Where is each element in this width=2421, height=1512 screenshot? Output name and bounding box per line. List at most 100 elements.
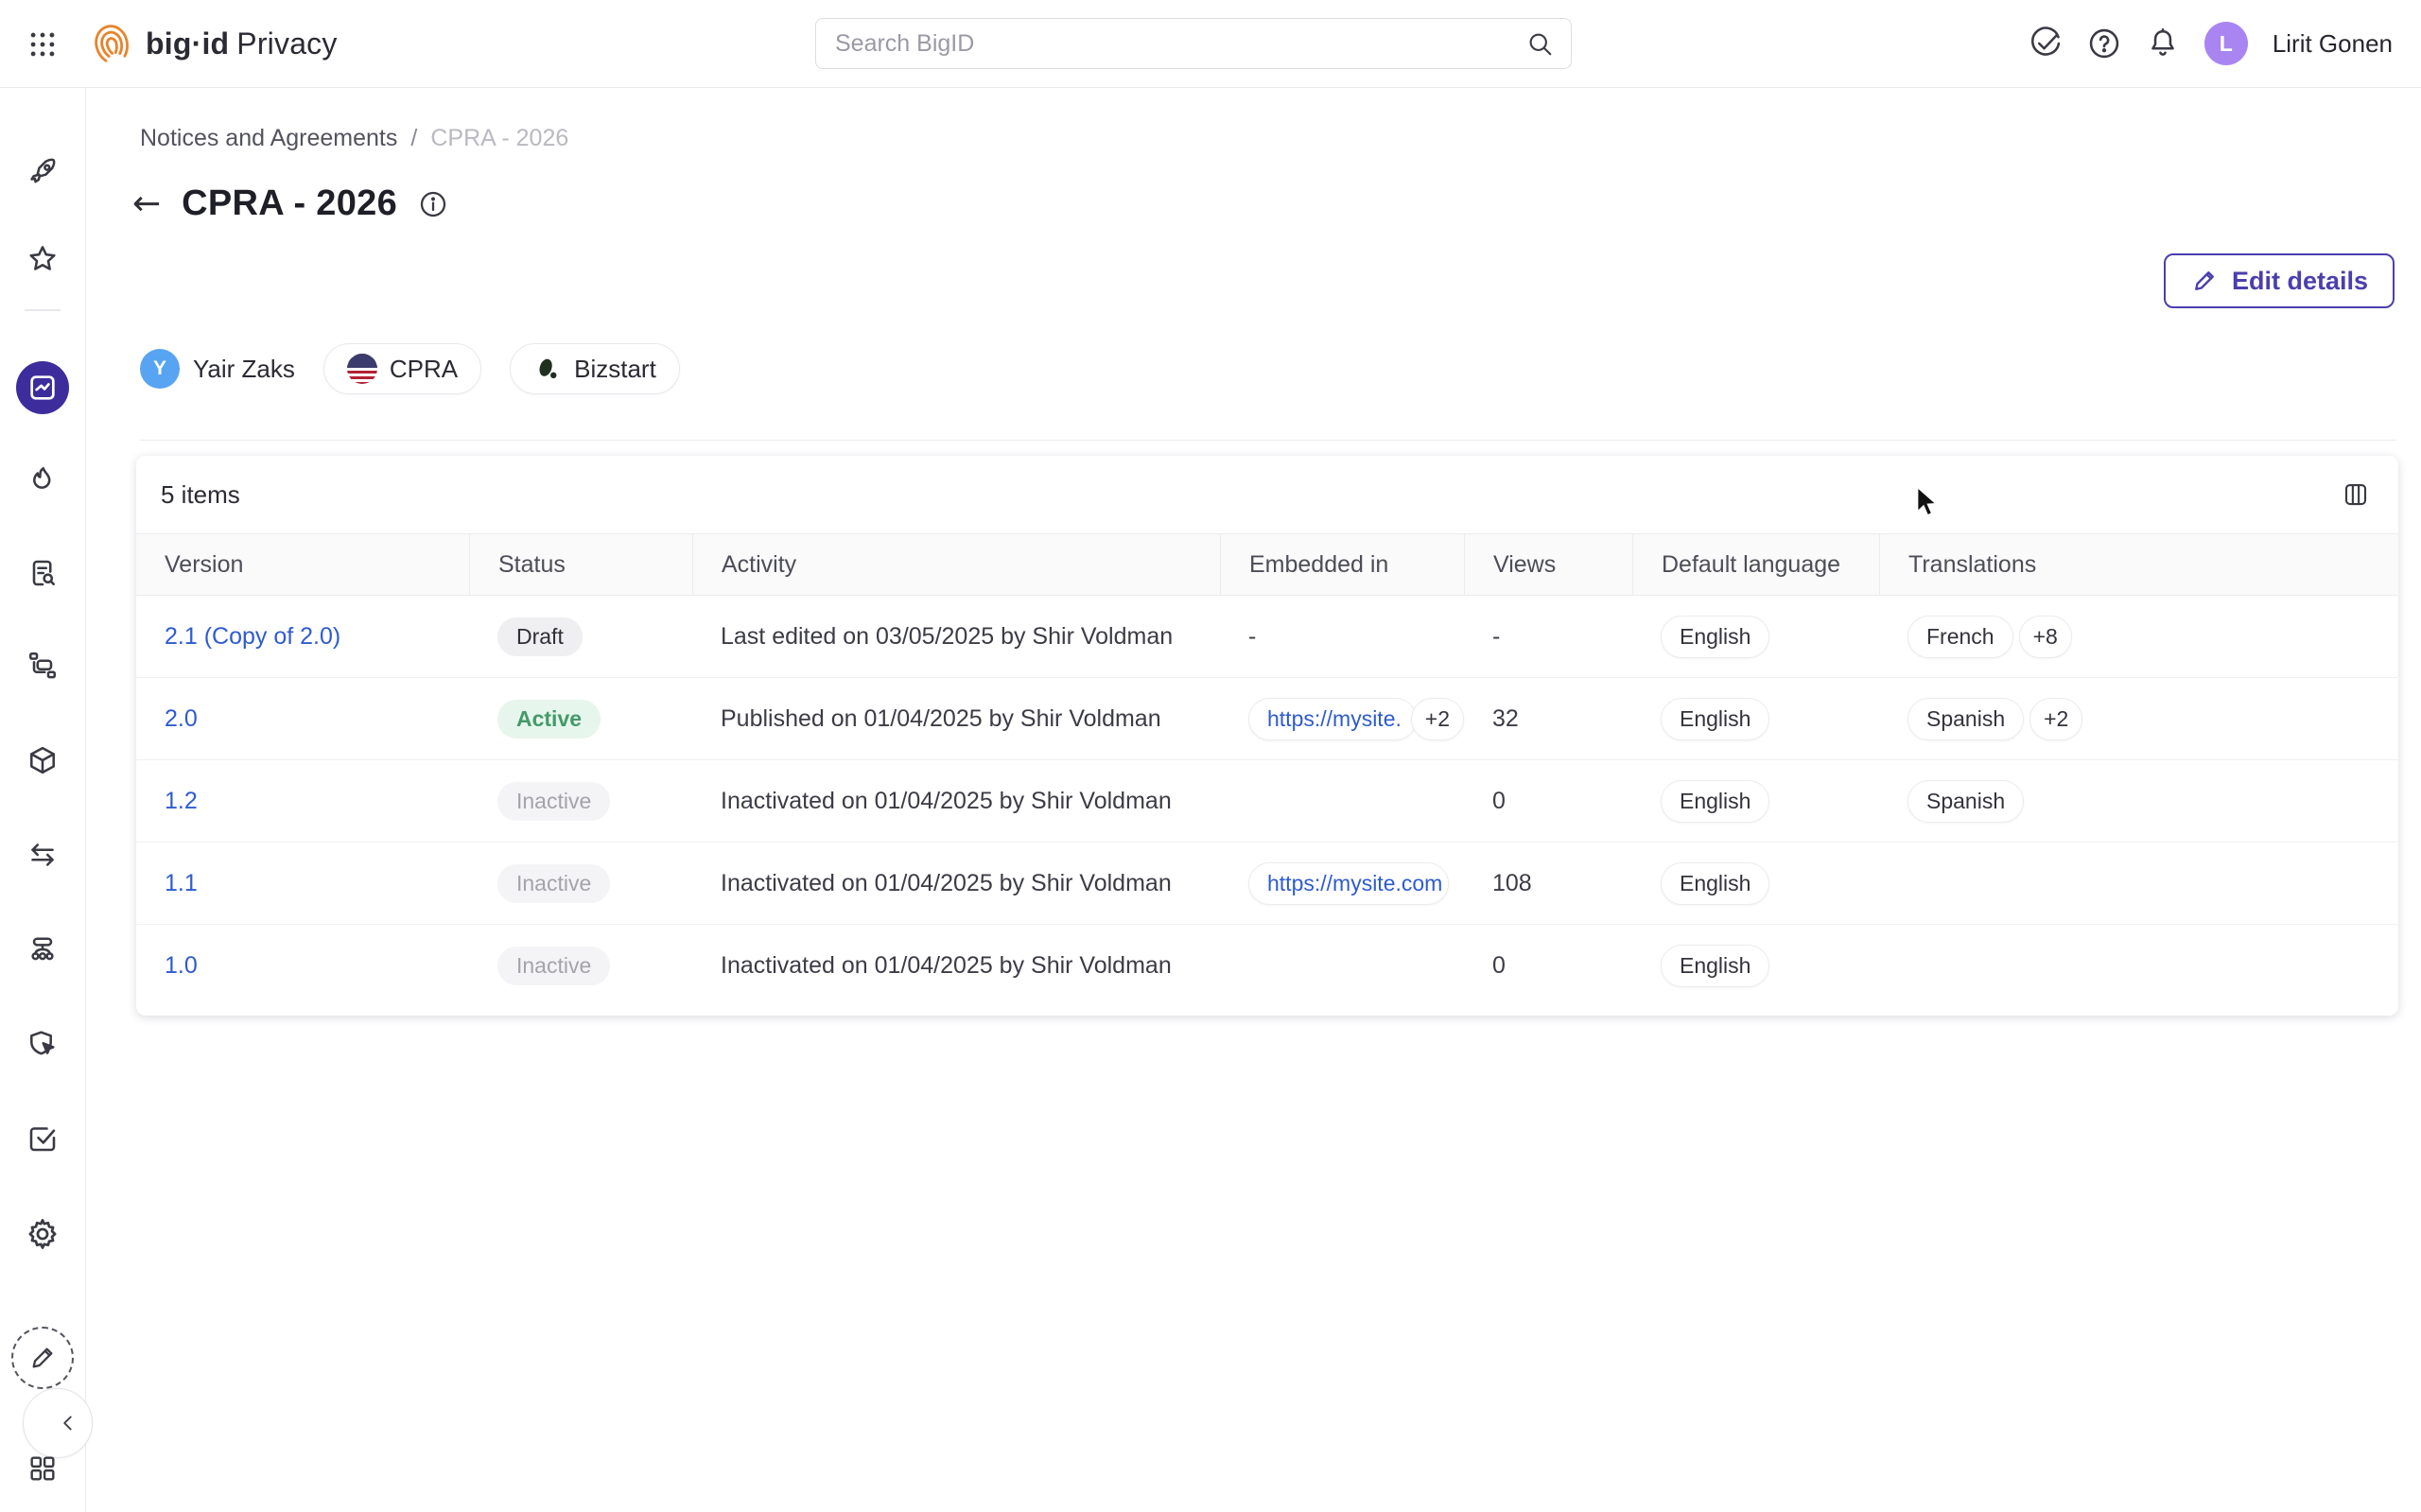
user-name[interactable]: Lirit Gonen (2272, 28, 2393, 58)
table-row[interactable]: 1.2 Inactive Inactivated on 01/04/2025 b… (136, 760, 2398, 843)
activity-text: Last edited on 03/05/2025 by Shir Voldma… (721, 622, 1174, 650)
version-link[interactable]: 2.1 (Copy of 2.0) (165, 622, 341, 650)
version-link[interactable]: 1.1 (165, 869, 198, 896)
brand-name: big·id Privacy (146, 26, 338, 61)
table-row[interactable]: 2.0 Active Published on 01/04/2025 by Sh… (136, 678, 2398, 760)
views-cell: - (1492, 622, 1501, 650)
hierarchy-icon[interactable] (26, 932, 60, 966)
translations-more-pill[interactable]: +2 (2029, 697, 2083, 740)
table-header: Version Status Activity Embedded in View… (136, 533, 2398, 596)
sidebar-divider (25, 309, 61, 311)
status-badge: Active (497, 699, 601, 739)
version-link[interactable]: 2.0 (165, 704, 198, 732)
settings-gear-icon[interactable] (25, 1216, 61, 1252)
breadcrumb-parent-link[interactable]: Notices and Agreements (140, 125, 398, 151)
data-map-icon[interactable] (26, 649, 60, 683)
chart-trend-icon (30, 375, 55, 400)
views-cell: 108 (1492, 869, 1532, 896)
section-divider (140, 440, 2396, 441)
embedded-url-pill[interactable]: https://mysite.com (1248, 861, 1449, 905)
embedded-more-pill[interactable]: +2 (1410, 697, 1464, 740)
breadcrumb-separator: / (410, 125, 418, 151)
table-row[interactable]: 1.1 Inactive Inactivated on 01/04/2025 b… (136, 843, 2398, 925)
sidebar-item-privacy-portal-selected[interactable] (16, 361, 69, 414)
version-link[interactable]: 1.2 (165, 787, 198, 814)
col-header-activity: Activity (692, 534, 1220, 595)
flame-icon[interactable] (26, 463, 60, 497)
owner-name: Yair Zaks (193, 354, 295, 383)
mouse-cursor (1916, 486, 1938, 516)
help-icon[interactable] (2087, 26, 2121, 61)
rocket-icon[interactable] (26, 155, 60, 189)
user-avatar[interactable]: L (2203, 22, 2248, 65)
apps-grid-icon[interactable] (26, 1452, 59, 1485)
column-settings-button[interactable] (2338, 477, 2374, 513)
translation-pill: Spanish (1907, 779, 2025, 823)
columns-icon (2344, 483, 2367, 506)
edit-details-button[interactable]: Edit details (2163, 253, 2395, 308)
table-row[interactable]: 2.1 (Copy of 2.0) Draft Last edited on 0… (136, 596, 2398, 678)
language-pill: English (1661, 779, 1770, 823)
col-header-embedded: Embedded in (1220, 534, 1464, 595)
app-switcher-icon[interactable] (26, 28, 59, 61)
version-link[interactable]: 1.0 (165, 951, 198, 979)
language-pill: English (1661, 697, 1770, 740)
shield-cursor-icon[interactable] (26, 1027, 60, 1061)
search-icon[interactable] (1525, 29, 1554, 58)
status-badge: Inactive (497, 863, 611, 903)
back-button[interactable]: ← (132, 183, 162, 223)
col-header-views: Views (1464, 534, 1632, 595)
sidebar-nav (0, 87, 93, 1512)
chevron-left-icon (63, 1416, 72, 1431)
embedded-cell: https://mysite. +2 (1220, 697, 1464, 740)
embedded-cell: - (1248, 622, 1257, 650)
notifications-bell-icon[interactable] (2146, 26, 2180, 61)
page-title: CPRA - 2026 (182, 183, 398, 223)
owner-chip[interactable]: Y Yair Zaks (140, 349, 295, 389)
fingerprint-logo-icon (95, 25, 129, 62)
cube-icon[interactable] (26, 743, 60, 777)
views-cell: 0 (1492, 787, 1506, 814)
sidebar-collapse-button[interactable] (23, 1388, 93, 1458)
versions-table-card: 5 items Version Status Activity Embedded… (136, 456, 2398, 1016)
translations-cell: French +8 (1879, 615, 2398, 658)
language-pill: English (1661, 944, 1770, 987)
quick-edit-pencil-button[interactable] (11, 1327, 74, 1389)
embedded-url-pill[interactable]: https://mysite. (1248, 697, 1417, 740)
bizstart-logo-icon (539, 358, 557, 379)
activity-text: Inactivated on 01/04/2025 by Shir Voldma… (721, 787, 1172, 814)
info-icon[interactable] (418, 189, 448, 219)
task-check-icon[interactable] (26, 1121, 60, 1156)
table-row[interactable]: 1.0 Inactive Inactivated on 01/04/2025 b… (136, 925, 2398, 1006)
topbar-actions: L Lirit Gonen (2029, 0, 2393, 87)
translations-more-pill[interactable]: +8 (2018, 615, 2072, 658)
health-check-icon[interactable] (2029, 26, 2063, 61)
embedded-cell: https://mysite.com (1220, 861, 1464, 905)
policy-document-search-icon[interactable] (26, 556, 60, 590)
col-header-translations: Translations (1879, 534, 2398, 595)
activity-text: Inactivated on 01/04/2025 by Shir Voldma… (721, 951, 1172, 979)
brand-logo[interactable]: big·id Privacy (87, 19, 338, 68)
global-search (815, 18, 1572, 69)
title-row: ← CPRA - 2026 (132, 183, 448, 224)
status-badge: Draft (497, 617, 583, 656)
owner-avatar: Y (140, 349, 180, 389)
status-badge: Inactive (497, 781, 611, 821)
brand-tag[interactable]: Bizstart (510, 343, 680, 394)
views-cell: 32 (1492, 704, 1519, 732)
search-input[interactable] (833, 28, 1525, 59)
star-favorites-icon[interactable] (26, 242, 60, 276)
col-header-default-language: Default language (1632, 534, 1879, 595)
col-header-status: Status (469, 534, 692, 595)
translation-pill: French (1907, 615, 2013, 658)
translations-cell: Spanish (1879, 779, 2398, 823)
translation-pill: Spanish (1907, 697, 2025, 740)
status-badge: Inactive (497, 946, 611, 985)
table-toolbar: 5 items (136, 456, 2398, 533)
data-flow-arrows-icon[interactable] (26, 838, 60, 872)
language-pill: English (1661, 861, 1770, 905)
us-flag-icon (346, 354, 377, 384)
regulation-tag[interactable]: CPRA (322, 343, 482, 394)
views-cell: 0 (1492, 951, 1506, 979)
